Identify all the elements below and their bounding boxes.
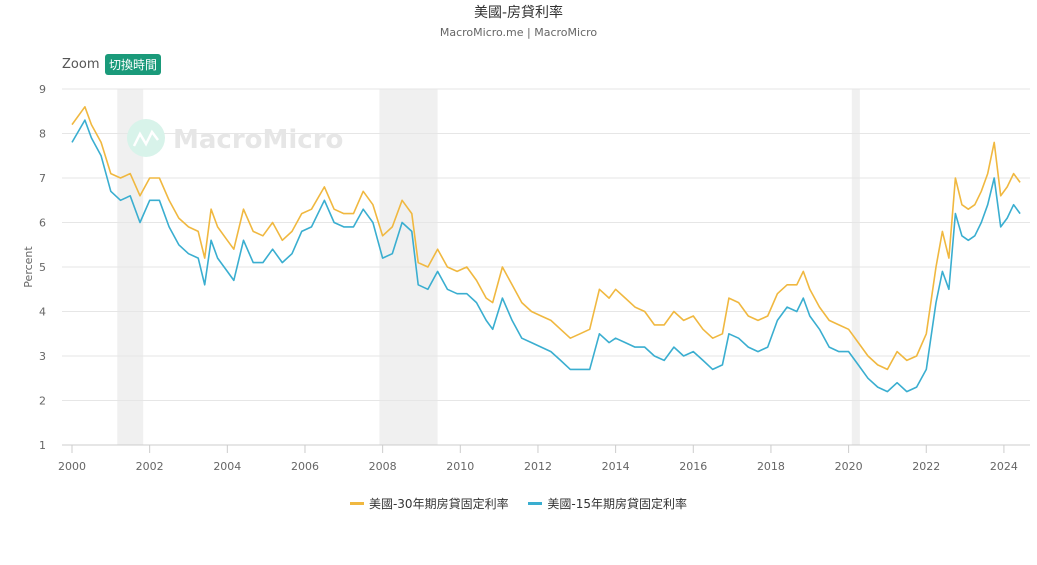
series-line-15y	[71, 119, 1021, 393]
switch-time-button[interactable]: 切換時間	[105, 54, 162, 75]
x-tick-label: 2018	[757, 460, 785, 473]
x-tick-label: 2004	[213, 460, 241, 473]
x-tick-label: 2016	[679, 460, 707, 473]
macromicro-logo-icon	[127, 119, 165, 157]
legend: 美國-30年期房貸固定利率 美國-15年期房貸固定利率	[0, 494, 1037, 512]
chart-title: 美國-房貸利率	[473, 5, 564, 21]
x-tick-label: 2022	[912, 460, 940, 473]
legend-swatch-30y	[349, 502, 364, 505]
chart-subtitle: MacroMicro.me | MacroMicro	[439, 26, 598, 39]
watermark-text: MacroMicro	[173, 125, 343, 155]
y-tick-label: 4	[39, 306, 46, 319]
x-tick-label: 2006	[291, 460, 319, 473]
x-tick-label: 2008	[369, 460, 397, 473]
series-line-30y	[71, 106, 1021, 371]
y-tick-label: 9	[39, 83, 46, 96]
x-tick-label: 2024	[990, 460, 1018, 473]
x-tick-label: 2010	[446, 460, 474, 473]
legend-label-15y: 美國-15年期房貸固定利率	[547, 497, 688, 511]
y-axis-label: Percent	[22, 246, 35, 288]
x-tick-label: 2000	[58, 460, 86, 473]
legend-swatch-15y	[528, 502, 543, 505]
x-tick-label: 2012	[524, 460, 552, 473]
x-tick-label: 2002	[136, 460, 164, 473]
macromicro-logo-mark	[132, 129, 159, 147]
legend-item-15y[interactable]: 美國-15年期房貸固定利率	[528, 495, 687, 512]
x-tick-label: 2014	[602, 460, 630, 473]
y-tick-label: 8	[39, 128, 46, 141]
zoom-label: Zoom	[62, 57, 100, 72]
y-tick-label: 7	[39, 172, 46, 185]
legend-label-30y: 美國-30年期房貸固定利率	[368, 497, 509, 511]
legend-item-30y[interactable]: 美國-30年期房貸固定利率	[349, 495, 509, 512]
y-tick-label: 3	[39, 350, 46, 363]
y-tick-label: 6	[39, 217, 46, 230]
y-tick-label: 5	[39, 261, 46, 274]
x-tick-label: 2020	[835, 460, 863, 473]
y-tick-label: 1	[39, 439, 46, 452]
y-tick-label: 2	[39, 395, 46, 408]
